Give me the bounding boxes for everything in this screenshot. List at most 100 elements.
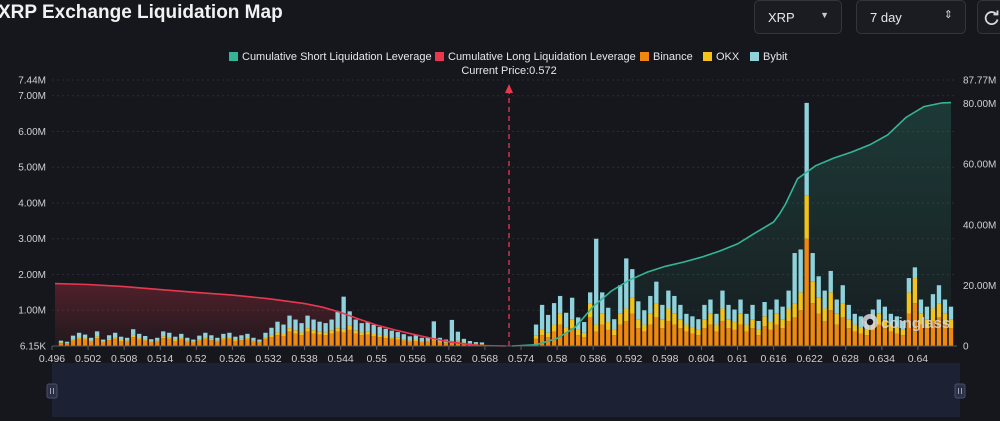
bar-binance (161, 338, 166, 346)
x-tick-label: 0.604 (688, 353, 714, 365)
symbol-select-value: XRP (768, 10, 795, 25)
legend-label: OKX (716, 51, 740, 63)
bar-bybit (545, 314, 551, 333)
legend-item[interactable]: Cumulative Long Liquidation Leverage (435, 51, 636, 63)
bar-binance (233, 340, 238, 346)
bar-bybit (912, 267, 918, 279)
bar-bybit (900, 320, 906, 330)
bar-binance (636, 328, 641, 346)
bar-okx (750, 319, 755, 329)
bar-okx (804, 195, 809, 239)
bar-bybit (137, 333, 142, 339)
bar-bybit (750, 304, 755, 320)
y-left-tick-label: 6.00M (18, 127, 46, 138)
bar-okx (654, 303, 659, 318)
x-tick-label: 0.514 (147, 353, 173, 365)
bar-bybit (401, 334, 406, 340)
bar-okx (708, 313, 713, 325)
bar-binance (846, 328, 851, 346)
bar-bybit (780, 306, 785, 320)
bar-okx (407, 340, 412, 342)
refresh-icon (984, 10, 999, 25)
bar-bybit (461, 338, 467, 343)
slider-handle-right[interactable] (954, 383, 966, 399)
bar-bybit (738, 299, 743, 314)
legend-item[interactable]: Binance (640, 51, 693, 63)
bar-bybit (822, 290, 827, 309)
bar-okx (539, 329, 545, 336)
bar-bybit (473, 342, 479, 344)
bar-okx (816, 297, 821, 314)
bar-bybit (852, 313, 857, 325)
bar-okx (792, 303, 797, 318)
current-price-label: Current Price:0.572 (461, 65, 556, 77)
bar-bybit (365, 321, 370, 332)
bar-okx (894, 327, 900, 334)
bar-bybit (792, 253, 797, 304)
x-tick-label: 0.616 (760, 353, 786, 365)
bar-bybit (317, 321, 322, 332)
bar-bybit (756, 320, 761, 330)
bar-bybit (413, 335, 418, 340)
bar-binance (654, 317, 659, 346)
bar-okx (846, 319, 851, 329)
symbol-select[interactable]: XRP ▼ (754, 0, 842, 34)
bar-binance (359, 335, 364, 346)
legend-item[interactable]: Cumulative Short Liquidation Leverage (229, 51, 432, 63)
bar-okx (281, 333, 286, 336)
y-right-tick-label: 20.00M (963, 281, 996, 292)
bar-bybit (467, 340, 473, 344)
legend-item[interactable]: Bybit (750, 51, 787, 63)
bar-binance (702, 328, 707, 346)
x-tick-label: 0.598 (652, 353, 678, 365)
bar-binance (822, 320, 827, 346)
x-tick-label: 0.628 (833, 353, 859, 365)
bar-bybit (227, 332, 232, 338)
bar-okx (810, 281, 815, 304)
bar-bybit (389, 330, 394, 338)
bar-binance (714, 331, 719, 346)
legend-item[interactable]: OKX (703, 51, 740, 63)
chart-legend: Cumulative Short Liquidation Leverage Cum… (229, 51, 787, 63)
range-select[interactable]: 7 day ⇕ (856, 0, 966, 34)
bar-binance (112, 338, 118, 346)
bar-binance (167, 338, 172, 346)
bar-okx (720, 308, 725, 321)
refresh-button[interactable] (977, 0, 1000, 34)
bar-okx (251, 340, 256, 342)
bar-binance (840, 317, 845, 346)
bar-okx (209, 338, 214, 341)
bar-okx (732, 322, 737, 330)
legend-label: Bybit (763, 51, 787, 63)
bar-bybit (642, 310, 647, 325)
bar-bybit (143, 335, 148, 340)
bar-binance (792, 317, 797, 346)
bar-binance (335, 331, 340, 346)
bar-okx (660, 319, 665, 329)
bar-okx (437, 341, 443, 343)
bar-bybit (179, 333, 184, 339)
bar-binance (383, 338, 388, 346)
bar-okx (221, 338, 226, 340)
bar-bybit (539, 304, 545, 330)
bar-okx (76, 337, 82, 339)
slider-handle-left[interactable] (46, 383, 58, 399)
x-tick-label: 0.55 (366, 353, 387, 365)
bar-binance (936, 317, 942, 346)
range-slider[interactable] (46, 363, 966, 417)
bar-binance (858, 333, 863, 346)
bar-binance (648, 324, 653, 346)
bar-binance (888, 331, 894, 346)
bar-binance (275, 335, 280, 346)
bar-binance (58, 343, 64, 346)
bar-bybit (810, 253, 815, 282)
cumulative-long-area (55, 283, 506, 346)
bar-bybit (329, 319, 334, 331)
bar-binance (852, 331, 857, 346)
bar-okx (726, 319, 731, 329)
bar-okx (569, 319, 575, 329)
bar-binance (311, 333, 316, 346)
bar-okx (82, 338, 88, 340)
y-right-tick-label: 0 (963, 342, 969, 353)
x-tick-label: 0.58 (547, 353, 568, 365)
